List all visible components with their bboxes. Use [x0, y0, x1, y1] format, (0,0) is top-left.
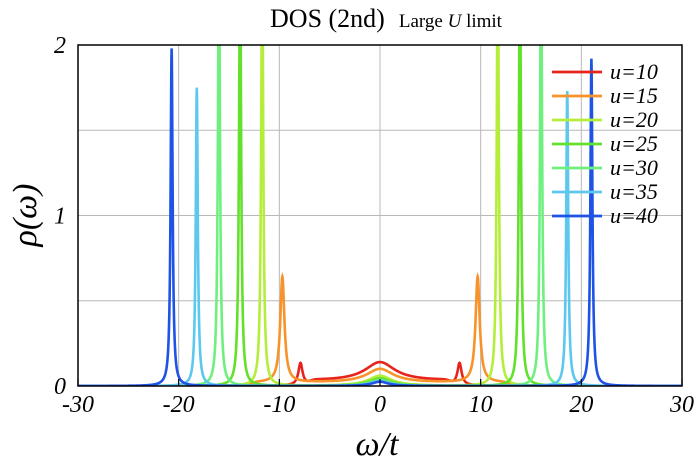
x-tick-label: 20: [569, 392, 593, 418]
x-tick-label: 0: [374, 392, 386, 418]
legend-label: u=20: [610, 107, 658, 132]
legend-label: u=40: [610, 203, 658, 228]
x-tick-label: 30: [669, 392, 694, 418]
chart-title: DOS (2nd) Large U limit: [270, 4, 503, 33]
legend-label: u=30: [610, 155, 658, 180]
x-tick-label: 10: [469, 392, 493, 418]
chart-subtitle-part-2: limit: [461, 11, 502, 32]
legend-label: u=15: [610, 83, 658, 108]
ticks: -30 -20 -10 0 10 20 30 0 1 2: [54, 33, 694, 418]
y-tick-label: 2: [54, 33, 66, 59]
y-tick-label: 0: [54, 374, 66, 400]
y-axis-label: ρ(ω): [7, 184, 44, 248]
legend: u=10u=15u=20u=25u=30u=35u=40: [552, 59, 658, 228]
x-tick-label: -20: [163, 392, 195, 418]
chart-subtitle-part-1: U: [448, 11, 463, 32]
y-tick-label: 1: [54, 204, 66, 230]
x-tick-label: -30: [62, 392, 94, 418]
chart-title-main: DOS (2nd): [270, 4, 385, 33]
legend-label: u=10: [610, 59, 658, 84]
x-tick-label: -10: [263, 392, 295, 418]
legend-label: u=25: [610, 131, 658, 156]
x-axis-label: ω/t: [356, 426, 400, 463]
chart-subtitle-part-0: Large: [399, 11, 448, 32]
legend-label: u=35: [610, 179, 658, 204]
